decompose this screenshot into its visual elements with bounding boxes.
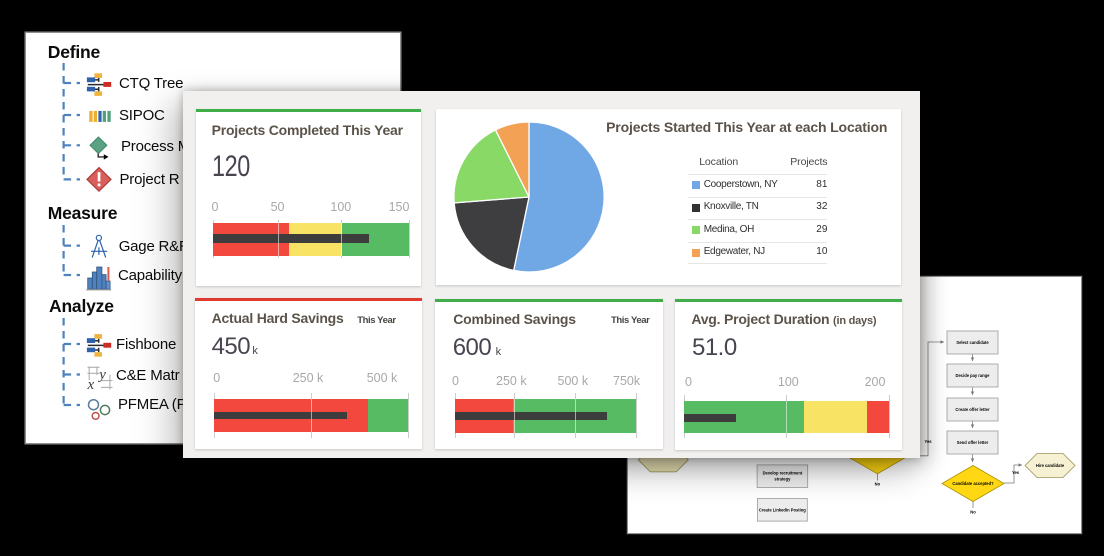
- svg-text:Yes: Yes: [924, 439, 932, 444]
- svg-text:Yes: Yes: [1012, 470, 1020, 475]
- svg-text:Create LinkedIn Posting: Create LinkedIn Posting: [759, 508, 806, 513]
- svg-text:Develop recruitment: Develop recruitment: [763, 471, 803, 476]
- svg-text:x: x: [87, 377, 95, 393]
- svg-text:Create offer letter: Create offer letter: [955, 407, 990, 412]
- svg-text:strategy: strategy: [774, 477, 791, 482]
- svg-text:No: No: [875, 482, 881, 487]
- svg-text:Candidate accepted?: Candidate accepted?: [952, 481, 994, 486]
- svg-text:Select candidate: Select candidate: [956, 340, 989, 345]
- svg-text:y: y: [97, 367, 106, 383]
- svg-text:Send offer letter: Send offer letter: [957, 440, 989, 445]
- svg-text:Hire candidate: Hire candidate: [1036, 463, 1065, 468]
- svg-text:No: No: [970, 510, 976, 515]
- svg-text:Decide pay range: Decide pay range: [956, 373, 991, 378]
